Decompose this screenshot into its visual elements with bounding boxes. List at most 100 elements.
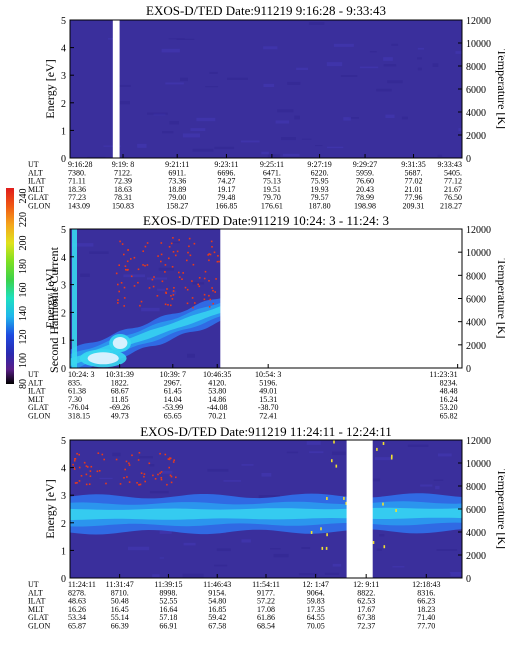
ephemeris-value: 16.45 [111, 605, 129, 614]
noise-streak [103, 145, 121, 147]
noise-streak [99, 477, 113, 479]
ephemeris-value: 65.82 [440, 412, 458, 421]
particle-dot [390, 456, 393, 460]
noise-streak [159, 557, 164, 559]
y2-tick-label: 8000 [466, 271, 486, 282]
ephemeris-value: 12: 1:47 [302, 580, 328, 589]
ephemeris-value: 19.51 [263, 185, 281, 194]
noise-streak [332, 451, 346, 456]
y-axis-label: Energy [eV] [43, 269, 57, 328]
particle-dot [72, 463, 74, 466]
data-gap [346, 440, 373, 578]
noise-streak [391, 43, 399, 46]
particle-dot [144, 264, 146, 267]
noise-streak [169, 121, 179, 125]
particle-dot [138, 452, 141, 454]
ephemeris-value: 11:31:47 [106, 580, 134, 589]
particle-dot [372, 541, 375, 544]
particle-dot [208, 259, 210, 262]
particle-dot [376, 447, 378, 451]
particle-dot [208, 294, 210, 297]
ephemeris-value: -69.26 [109, 403, 130, 412]
particle-dot [73, 460, 76, 462]
noise-streak [275, 120, 290, 124]
noise-streak [190, 128, 206, 131]
ephemeris-value: 68.54 [257, 622, 275, 631]
y-tick-label: 4 [61, 44, 66, 55]
ephemeris-value: 166.85 [215, 202, 237, 211]
noise-streak [147, 112, 168, 115]
particle-dot [214, 291, 216, 293]
particle-dot [97, 452, 100, 454]
particle-dot [186, 288, 189, 291]
ephemeris-value: 67.38 [357, 613, 375, 622]
noise-streak [172, 241, 180, 244]
ephemeris-value: 11:54:11 [252, 580, 280, 589]
ephemeris-value: 16.26 [68, 605, 86, 614]
ephemeris-value: 16.24 [440, 395, 458, 404]
ephemeris-row-label: GLON [28, 202, 50, 211]
noise-streak [458, 128, 462, 132]
particle-dot [218, 260, 220, 263]
noise-streak [139, 456, 153, 459]
ephemeris-value: 7122. [114, 168, 132, 177]
y-tick-label: 0 [61, 574, 66, 585]
particle-dot [160, 471, 163, 473]
particle-dot [137, 268, 140, 271]
noise-streak [141, 307, 160, 312]
noise-streak [374, 457, 393, 461]
y2-tick-label: 2000 [466, 131, 486, 142]
y-tick-label: 0 [61, 364, 66, 375]
ephemeris-row-label: ILAT [28, 597, 45, 606]
noise-streak [298, 573, 318, 576]
ephemeris-value: 66.23 [417, 597, 435, 606]
particle-dot [173, 459, 175, 461]
particle-dot [213, 251, 216, 254]
noise-streak [192, 148, 214, 152]
particle-dot [85, 483, 88, 486]
y-tick-label: 5 [61, 436, 66, 447]
particle-dot [188, 245, 190, 248]
noise-streak [273, 553, 289, 558]
noise-streak [216, 548, 231, 552]
noise-streak [282, 153, 300, 157]
particle-dot [125, 268, 127, 271]
noise-streak [159, 530, 172, 534]
ephemeris-value: 6696. [217, 168, 235, 177]
ephemeris-row-label: MLT [28, 185, 44, 194]
particle-dot [184, 286, 187, 289]
ephemeris-value: 53.20 [440, 403, 458, 412]
ephemeris-value: 12:18:43 [412, 580, 440, 589]
particle-dot [193, 242, 196, 245]
particle-dot [165, 292, 167, 294]
ephemeris-value: -76.04 [68, 403, 89, 412]
ephemeris-value: 79.48 [217, 193, 235, 202]
particle-dot [166, 288, 168, 290]
ephemeris-value: 61.45 [164, 387, 182, 396]
particle-dot [89, 475, 92, 477]
noise-streak [192, 282, 205, 285]
particle-dot [142, 264, 144, 266]
particle-dot [207, 254, 209, 256]
particle-dot [172, 237, 174, 239]
ephemeris-value: 5959. [356, 168, 374, 177]
particle-dot [203, 277, 206, 280]
ephemeris-value: 5196. [259, 378, 277, 387]
noise-streak [270, 548, 281, 550]
particle-dot [164, 271, 166, 273]
noise-streak [205, 86, 219, 88]
ephemeris-value: 75.95 [311, 177, 329, 186]
ephemeris-value: 64.55 [307, 613, 325, 622]
ephemeris-value: 77.02 [405, 177, 423, 186]
particle-dot [160, 477, 163, 479]
particle-dot [178, 271, 180, 274]
particle-dot [343, 496, 345, 500]
particle-dot [164, 303, 167, 306]
particle-dot [187, 251, 189, 254]
y2-tick-label: 6000 [466, 505, 486, 516]
y-axis-label: Energy [eV] [43, 479, 57, 538]
particle-dot [148, 462, 151, 465]
noise-streak [277, 109, 294, 113]
ephemeris-value: 17.35 [307, 605, 325, 614]
particle-dot [176, 250, 179, 253]
